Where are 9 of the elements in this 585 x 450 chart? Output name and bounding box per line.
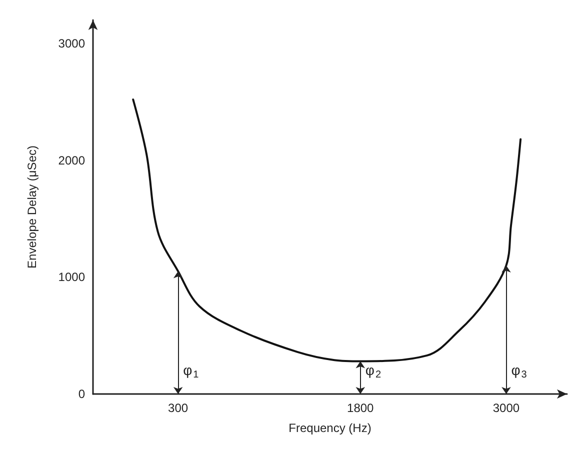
- x-tick-label: 1800: [347, 401, 374, 415]
- x-tick-label: 300: [168, 401, 188, 415]
- y-tick-label: 0: [78, 387, 86, 401]
- y-tick-label: 1000: [58, 270, 86, 284]
- y-tick-label: 2000: [58, 153, 86, 168]
- x-axis-title: Frequency (Hz): [288, 421, 372, 435]
- y-tick-label: 3000: [58, 36, 86, 50]
- y-axis-title: Envelope Delay (μSec): [25, 146, 39, 268]
- x-tick-label: 3000: [492, 401, 520, 415]
